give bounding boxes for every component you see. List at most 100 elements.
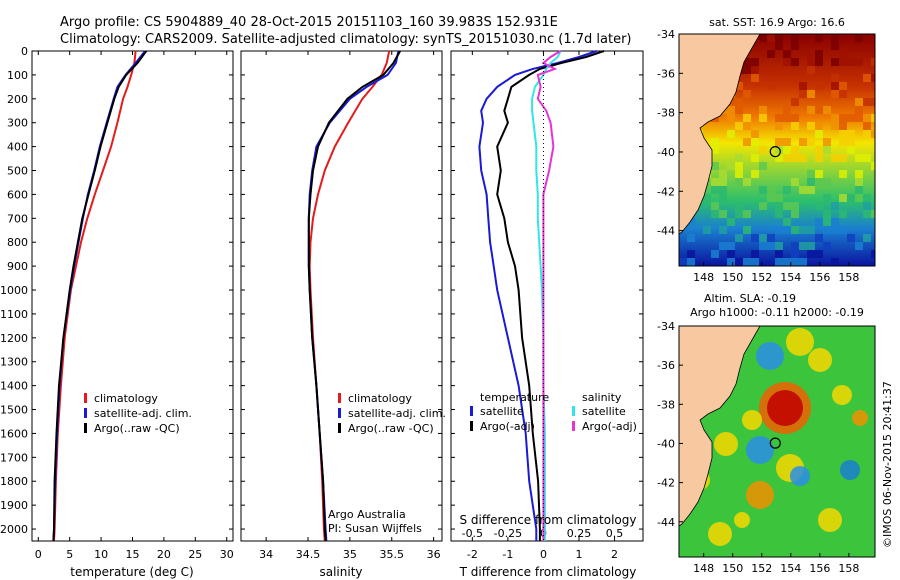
sst-cell — [735, 210, 743, 218]
lon-tick-label: 158 — [838, 562, 859, 575]
sst-cell — [871, 162, 875, 170]
x-tick-label: 0 — [540, 548, 547, 561]
sst-cell — [767, 50, 775, 58]
legend-label: climatology — [94, 392, 158, 405]
sst-cell — [791, 98, 799, 106]
sla-eddy — [852, 410, 868, 426]
legend-swatch — [572, 406, 575, 416]
sst-cell — [847, 234, 855, 242]
sst-cell — [703, 194, 711, 202]
sst-cell — [775, 34, 783, 42]
sst-cell — [743, 178, 751, 186]
sst-cell — [823, 146, 831, 154]
lat-tick-label: -36 — [657, 67, 675, 80]
sst-cell — [831, 218, 839, 226]
lat-tick-label: -38 — [657, 398, 675, 411]
difference-axes-frame — [450, 50, 644, 542]
sst-cell — [775, 250, 783, 258]
x2-tick-label: -0.25 — [494, 527, 522, 540]
sst-cell — [855, 58, 863, 66]
sst-cell — [735, 170, 743, 178]
sst-cell — [871, 82, 875, 90]
sst-cell — [743, 226, 751, 234]
sst-cell — [839, 170, 847, 178]
sst-cell — [863, 210, 871, 218]
salinity-panel: 34 34.5 35 35.5 36 climatology satellite-adj.… — [240, 50, 446, 579]
legend-title-salinity: salinity — [582, 391, 622, 404]
sst-cell — [815, 106, 823, 114]
sla-eddy — [746, 436, 774, 464]
legend-swatch — [338, 393, 341, 403]
sst-cell — [807, 138, 815, 146]
sla-eddy — [714, 432, 738, 456]
sst-cell — [759, 146, 767, 154]
sst-cell — [831, 42, 839, 50]
salinity-axes-frame — [240, 50, 443, 542]
series-line-satellite-adj-clim- — [52, 50, 146, 542]
x-tick-label: 20 — [157, 548, 171, 561]
sst-cell — [751, 170, 759, 178]
sst-cell — [863, 122, 871, 130]
sst-cell — [727, 106, 735, 114]
sst-cell — [815, 82, 823, 90]
sst-cell — [711, 146, 719, 154]
sst-cell — [775, 242, 783, 250]
sst-cell — [799, 258, 807, 266]
sst-cell — [743, 58, 751, 66]
depth-tick-label: 100 — [7, 69, 28, 82]
sst-cell — [855, 242, 863, 250]
sst-cell — [823, 194, 831, 202]
sst-cell — [823, 210, 831, 218]
sst-cell — [839, 138, 847, 146]
title-line-1: Argo profile: CS 5904889_40 28-Oct-2015 … — [60, 15, 558, 30]
sst-cell — [815, 50, 823, 58]
sst-cell — [783, 258, 791, 266]
lon-tick-label: 152 — [751, 562, 772, 575]
depth-tick-label: 1800 — [0, 475, 28, 488]
salinity-series — [307, 50, 401, 542]
sst-cell — [847, 58, 855, 66]
sst-cell — [839, 210, 847, 218]
sst-cell — [831, 82, 839, 90]
sst-cell — [719, 170, 727, 178]
sst-cell — [847, 130, 855, 138]
legend-title-temperature: temperature — [480, 391, 549, 404]
sst-cell — [855, 194, 863, 202]
sst-cell — [791, 242, 799, 250]
lat-tick-label: -34 — [657, 320, 675, 333]
sst-cell — [783, 114, 791, 122]
sla-eddy — [786, 328, 814, 356]
sst-cell — [823, 242, 831, 250]
sst-cell — [791, 178, 799, 186]
sst-cell — [711, 178, 719, 186]
sst-cell — [775, 258, 783, 266]
legend-label: climatology — [348, 392, 412, 405]
sst-cell — [775, 146, 783, 154]
depth-tick-label: 700 — [7, 212, 28, 225]
sst-cell — [735, 82, 743, 90]
series-line-climatology — [53, 50, 137, 542]
sst-cell — [767, 34, 775, 42]
x-tick-label: 5 — [66, 548, 73, 561]
sst-cell — [799, 242, 807, 250]
sst-cell — [815, 58, 823, 66]
sla-land — [679, 326, 761, 527]
sst-cell — [735, 122, 743, 130]
sst-cell — [839, 50, 847, 58]
sst-cell — [863, 74, 871, 82]
sst-cell — [871, 98, 875, 106]
sst-cell — [839, 122, 847, 130]
sst-cell — [775, 194, 783, 202]
sst-cell — [751, 250, 759, 258]
sst-cell — [871, 210, 875, 218]
salinity-xlabel: salinity — [319, 565, 362, 579]
legend-swatch — [84, 423, 87, 433]
depth-tick-label: 1300 — [0, 356, 28, 369]
sst-cell — [687, 234, 695, 242]
sla-eddy — [767, 390, 803, 426]
lon-tick-label: 148 — [693, 562, 714, 575]
sst-cell — [791, 202, 799, 210]
legend-swatch — [338, 423, 341, 433]
legend-swatch — [470, 421, 473, 431]
